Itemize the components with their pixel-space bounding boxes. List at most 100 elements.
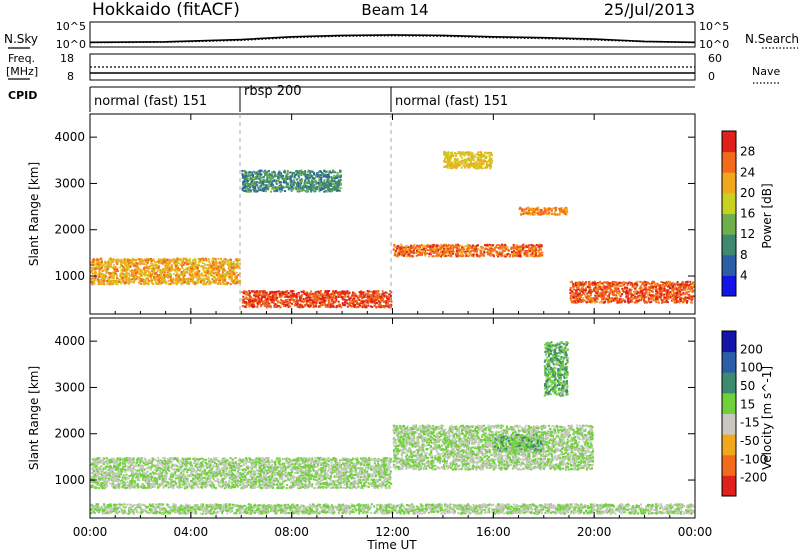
scatter-cell — [313, 306, 315, 308]
scatter-cell — [587, 292, 589, 294]
scatter-cell — [292, 293, 294, 295]
scatter-cell — [164, 271, 166, 273]
scatter-cell — [145, 261, 147, 263]
scatter-cell — [106, 280, 108, 282]
scatter-cell — [607, 283, 609, 285]
scatter-cell — [350, 296, 352, 298]
scatter-cell — [133, 281, 135, 283]
scatter-cell — [220, 264, 222, 266]
scatter-cell — [394, 245, 396, 247]
scatter-cell — [168, 283, 170, 285]
scatter-cell — [469, 245, 471, 247]
scatter-cell — [604, 301, 606, 303]
scatter-cell — [248, 185, 250, 187]
scatter-cell — [142, 272, 144, 274]
scatter-cell — [304, 186, 306, 188]
scatter-cell — [143, 267, 145, 269]
scatter-cell — [589, 281, 591, 283]
scatter-cell — [366, 306, 368, 308]
scatter-cell — [645, 288, 647, 290]
scatter-cell — [324, 187, 326, 189]
scatter-cell — [615, 296, 617, 298]
scatter-cell — [199, 278, 201, 280]
scatter-cell — [265, 292, 267, 294]
scatter-cell — [98, 283, 100, 285]
scatter-cell — [320, 189, 322, 191]
scatter-cell — [526, 251, 528, 253]
scatter-cell — [253, 180, 255, 182]
scatter-cell — [315, 181, 317, 183]
scatter-cell — [307, 171, 309, 173]
scatter-cell — [326, 181, 328, 183]
scatter-cell — [183, 264, 185, 266]
scatter-cell — [648, 292, 650, 294]
scatter-cell — [584, 300, 586, 302]
scatter-cell — [600, 295, 602, 297]
scatter-cell — [666, 282, 668, 284]
scatter-cell — [343, 304, 345, 306]
scatter-cell — [670, 293, 672, 295]
scatter-cell — [342, 291, 344, 293]
scatter-cell — [257, 187, 259, 189]
scatter-cell — [616, 285, 618, 287]
scatter-cell — [471, 255, 473, 257]
scatter-cell — [501, 251, 503, 253]
scatter-cell — [289, 302, 291, 304]
scatter-cell — [92, 259, 94, 261]
scatter-cell — [292, 297, 294, 299]
scatter-cell — [401, 246, 403, 248]
scatter-cell — [153, 276, 155, 278]
scatter-cell — [317, 291, 319, 293]
scatter-cell — [339, 304, 341, 306]
scatter-cell — [255, 183, 257, 185]
scatter-cell — [214, 277, 216, 279]
scatter-cell — [119, 267, 121, 269]
scatter-cell — [157, 267, 159, 269]
scatter-cell — [184, 281, 186, 283]
scatter-cell — [353, 299, 355, 301]
scatter-cell — [126, 282, 128, 284]
scatter-cell — [458, 255, 460, 257]
scatter-cell — [337, 189, 339, 191]
scatter-cell — [252, 300, 254, 302]
scatter-cell — [299, 179, 301, 181]
scatter-cell — [204, 263, 206, 265]
scatter-cell — [533, 248, 535, 250]
scatter-cell — [259, 178, 261, 180]
scatter-cell — [403, 248, 405, 250]
scatter-cell — [220, 266, 222, 268]
scatter-cell — [268, 170, 270, 172]
scatter-cell — [501, 244, 503, 246]
scatter-cell — [612, 283, 614, 285]
scatter-cell — [148, 275, 150, 277]
scatter-cell — [136, 271, 138, 273]
scatter-cell — [329, 306, 331, 308]
scatter-cell — [247, 293, 249, 295]
scatter-cell — [337, 177, 339, 179]
scatter-cell — [513, 244, 515, 246]
scatter-cell — [596, 296, 598, 298]
scatter-cell — [223, 261, 225, 263]
scatter-cell — [592, 282, 594, 284]
scatter-cell — [680, 288, 682, 290]
scatter-cell — [250, 190, 252, 192]
scatter-cell — [686, 281, 688, 283]
scatter-cell — [233, 261, 235, 263]
scatter-cell — [212, 278, 214, 280]
scatter-cell — [250, 300, 252, 302]
scatter-cell — [585, 282, 587, 284]
scatter-cell — [254, 184, 256, 186]
scatter-cell — [228, 266, 230, 268]
scatter-cell — [677, 288, 679, 290]
cpid-segment-1: normal (fast) 151 — [94, 94, 207, 109]
scatter-cell — [173, 262, 175, 264]
scatter-cell — [243, 292, 245, 294]
scatter-cell — [296, 304, 298, 306]
scatter-cell — [662, 286, 664, 288]
scatter-cell — [577, 287, 579, 289]
scatter-cell — [354, 306, 356, 308]
scatter-cell — [330, 295, 332, 297]
freq-panel-frame — [90, 54, 695, 80]
scatter-cell — [448, 248, 450, 250]
scatter-cell — [247, 191, 249, 193]
